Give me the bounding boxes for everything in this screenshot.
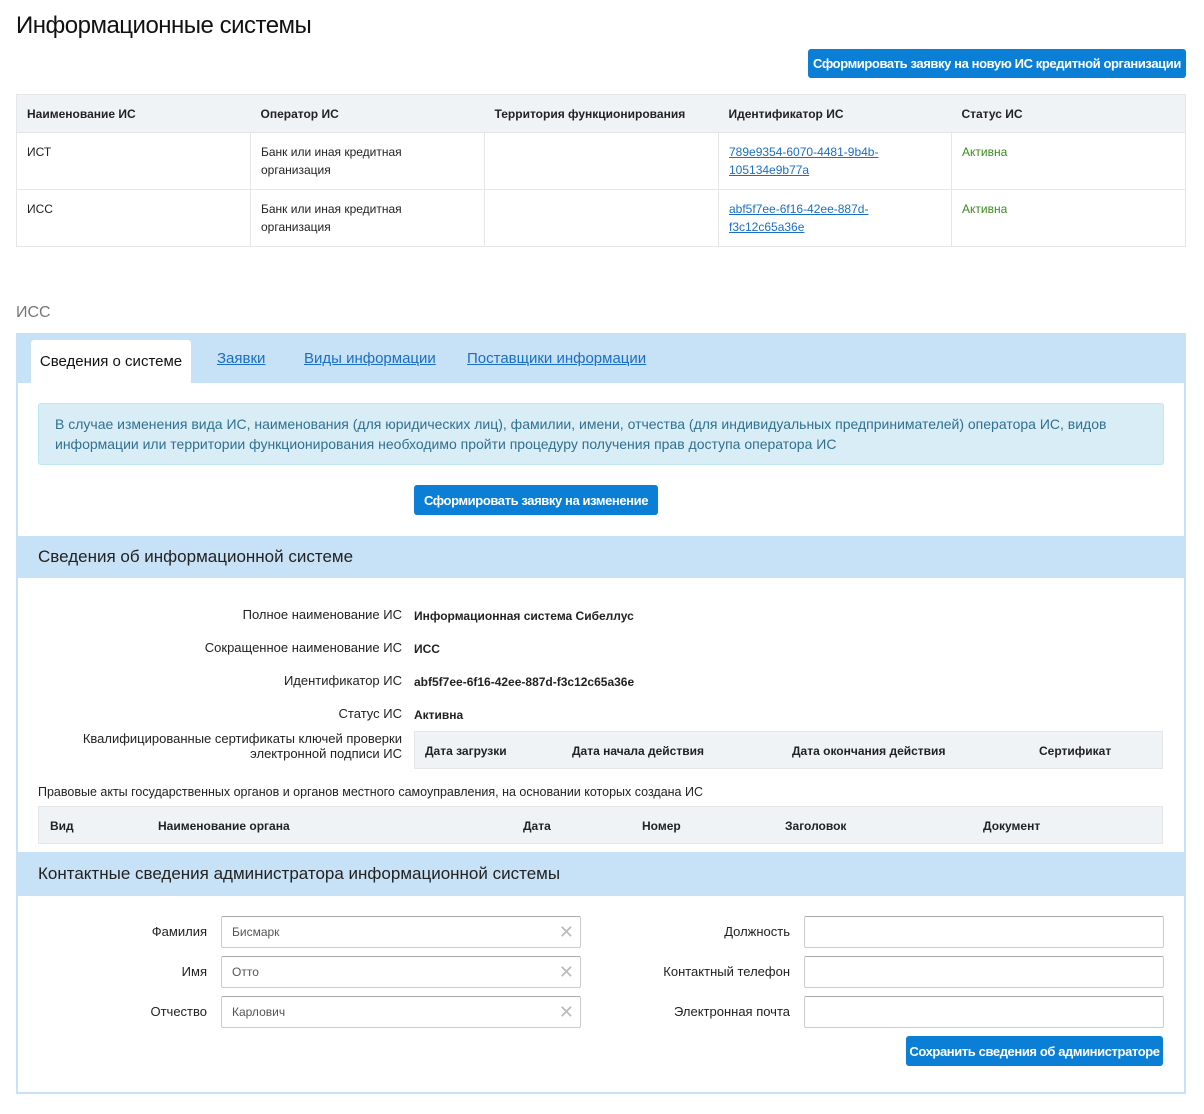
column-header: Территория функционирования — [484, 94, 719, 133]
systems-table: Наименование ИС Оператор ИС Территория ф… — [16, 94, 1186, 247]
first-name-input[interactable]: Отто ✕ — [221, 956, 581, 988]
input-value: Бисмарк — [232, 925, 280, 939]
info-alert: В случае изменения вида ИС, наименования… — [38, 403, 1164, 465]
clear-icon[interactable]: ✕ — [558, 1002, 574, 1022]
input-value: Отто — [232, 965, 259, 979]
status-value: Активна — [414, 708, 464, 722]
column-header: Сертификат — [1039, 744, 1112, 758]
system-operator: Банк или иная кредитная организация — [250, 189, 485, 247]
legal-acts-table: Вид Наименование органа Дата Номер Загол… — [38, 806, 1163, 844]
system-territory — [484, 189, 719, 247]
full-name-value: Информационная система Сибеллус — [414, 609, 634, 623]
column-header: Наименование ИС — [16, 94, 251, 133]
column-header: Статус ИС — [951, 94, 1186, 133]
middle-name-input[interactable]: Карлович ✕ — [221, 996, 581, 1028]
label-line: Квалифицированные сертификаты ключей про… — [82, 731, 402, 746]
system-name: ИСТ — [16, 132, 251, 190]
clear-icon[interactable]: ✕ — [558, 962, 574, 982]
table-row[interactable]: ИСТ Банк или иная кредитная организация … — [16, 132, 1186, 190]
page-title: Информационные системы — [16, 12, 312, 39]
column-header: Оператор ИС — [250, 94, 485, 133]
input-value: Карлович — [232, 1005, 286, 1019]
system-panel: Сведения о системе Заявки Виды информаци… — [16, 333, 1186, 1094]
short-name-value: ИСС — [414, 642, 440, 656]
system-id-link[interactable]: 789e9354-6070-4481-9b4b- 105134e9b77a — [729, 145, 878, 177]
section-header: Контактные сведения администратора инфор… — [18, 852, 1184, 896]
email-input[interactable] — [804, 996, 1164, 1028]
tab-bar: Сведения о системе Заявки Виды информаци… — [18, 333, 1184, 383]
column-header: Дата загрузки — [425, 744, 507, 758]
field-label: Электронная почта — [673, 1004, 790, 1019]
status-badge: Активна — [951, 189, 1186, 247]
column-header: Наименование органа — [158, 819, 290, 833]
id-part: 789e9354-6070-4481-9b4b- — [729, 145, 879, 159]
tab-requests[interactable]: Заявки — [217, 350, 266, 367]
column-header: Дата — [523, 819, 551, 833]
status-badge: Активна — [951, 132, 1186, 190]
field-label: Фамилия — [151, 924, 207, 939]
section-header: Сведения об информационной системе — [18, 536, 1184, 578]
field-label: Идентификатор ИС — [283, 673, 402, 688]
id-part: f3c12c65a36e — [729, 220, 805, 234]
field-label: Полное наименование ИС — [242, 607, 402, 622]
phone-input[interactable] — [804, 956, 1164, 988]
change-request-button[interactable]: Сформировать заявку на изменение — [414, 485, 658, 515]
column-header: Документ — [983, 819, 1041, 833]
label-line: электронной подписи ИС — [250, 746, 402, 761]
save-admin-button[interactable]: Сохранить сведения об администраторе — [906, 1036, 1163, 1066]
field-label: Статус ИС — [338, 706, 402, 721]
field-label: Контактный телефон — [663, 964, 790, 979]
certificates-table: Дата загрузки Дата начала действия Дата … — [414, 731, 1163, 769]
tab-info-types[interactable]: Виды информации — [304, 350, 436, 367]
tab-system-info[interactable]: Сведения о системе — [31, 340, 191, 383]
id-value: abf5f7ee-6f16-42ee-887d-f3c12c65a36e — [414, 675, 635, 689]
new-request-button[interactable]: Сформировать заявку на новую ИС кредитно… — [808, 49, 1186, 78]
system-name: ИСС — [16, 189, 251, 247]
legal-acts-label: Правовые акты государственных органов и … — [38, 785, 703, 799]
column-header: Заголовок — [785, 819, 847, 833]
clear-icon[interactable]: ✕ — [558, 922, 574, 942]
field-label: Имя — [181, 964, 207, 979]
system-territory — [484, 132, 719, 190]
column-header: Дата окончания действия — [792, 744, 946, 758]
system-operator: Банк или иная кредитная организация — [250, 132, 485, 190]
column-header: Дата начала действия — [572, 744, 704, 758]
field-label: Отчество — [150, 1004, 207, 1019]
field-label: Должность — [724, 924, 790, 939]
id-part: 105134e9b77a — [729, 163, 810, 177]
field-label: Сокращенное наименование ИС — [204, 640, 402, 655]
system-id-link[interactable]: abf5f7ee-6f16-42ee-887d-f3c12c65a36e — [729, 202, 868, 234]
id-part: abf5f7ee-6f16-42ee-887d- — [729, 202, 869, 216]
last-name-input[interactable]: Бисмарк ✕ — [221, 916, 581, 948]
tab-info-providers[interactable]: Поставщики информации — [467, 350, 647, 367]
column-header: Номер — [642, 819, 681, 833]
table-row[interactable]: ИСС Банк или иная кредитная организация … — [16, 189, 1186, 247]
field-label: Квалифицированные сертификаты ключей про… — [83, 731, 402, 761]
column-header: Идентификатор ИС — [718, 94, 952, 133]
selected-system-title: ИСС — [16, 304, 51, 321]
position-input[interactable] — [804, 916, 1164, 948]
column-header: Вид — [50, 819, 74, 833]
